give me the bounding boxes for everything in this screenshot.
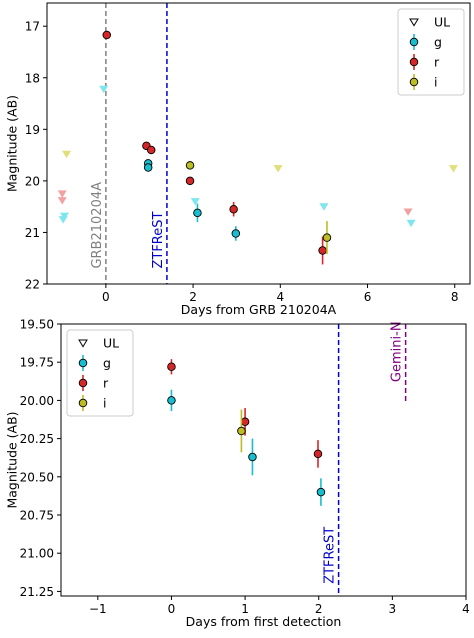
top-plot-frame — [46, 2, 471, 285]
x-tick-label: 6 — [364, 290, 372, 304]
x-tick-label: 3 — [389, 602, 397, 616]
y-tick-label: 22 — [25, 278, 40, 292]
upper-limit-i — [273, 165, 283, 173]
top-y-axis-label: Magnitude (AB) — [5, 95, 20, 192]
x-tick-label: 2 — [315, 602, 323, 616]
upper-limit-r — [403, 208, 413, 216]
vline-label: ZTFReST — [323, 527, 338, 584]
data-point-r — [185, 176, 195, 186]
x-tick-label: 0 — [168, 602, 176, 616]
y-tick-label: 20.25 — [20, 432, 54, 446]
legend-ul-marker — [409, 18, 419, 27]
y-tick-label: 19.50 — [20, 318, 54, 332]
top-axis-ticks: 0 2 4 6 8 17 18 19 20 21 22 — [25, 20, 459, 304]
x-tick-label: 0 — [102, 290, 110, 304]
bottom-x-axis-label: Days from first detection — [186, 614, 342, 629]
upper-limit-g — [99, 85, 109, 94]
bottom-legend: UL gri — [66, 329, 134, 417]
y-tick-label: 20.00 — [20, 394, 54, 408]
legend-label: UL — [434, 15, 450, 30]
y-tick-label: 20.75 — [20, 509, 54, 523]
data-point-r — [146, 145, 156, 155]
y-tick-label: 19 — [25, 123, 40, 137]
bottom-data-points — [167, 359, 326, 506]
bottom-axis-ticks: −1 0 1 2 3 4 19.50 19.75 20.00 20.25 20.50 20.75 21.… — [20, 318, 470, 617]
upper-limit-i — [448, 165, 458, 173]
y-tick-label: 21.25 — [20, 585, 54, 599]
y-tick-label: 20 — [25, 174, 40, 188]
bottom-plot-frame — [60, 323, 467, 597]
legend-ul-marker — [78, 339, 88, 348]
top-x-axis-label: Days from GRB 210204A — [181, 302, 337, 317]
x-tick-label: 2 — [189, 290, 197, 304]
data-point-i — [185, 161, 195, 170]
legend-label: i — [103, 396, 106, 411]
upper-limit-r — [57, 197, 67, 205]
x-tick-label: 4 — [462, 602, 470, 616]
upper-limit-g — [58, 216, 68, 224]
legend-marker-r — [78, 378, 88, 388]
y-tick-label: 21 — [25, 226, 40, 240]
legend-label: g — [103, 356, 111, 371]
data-point-g — [193, 208, 202, 218]
x-tick-label: −1 — [89, 602, 107, 616]
upper-limit-g — [406, 219, 416, 228]
legend-marker-g — [409, 37, 419, 47]
top-data-points — [102, 30, 332, 265]
legend-label: g — [434, 35, 442, 50]
x-tick-label: 8 — [451, 290, 459, 304]
data-point-r — [229, 204, 238, 214]
top-legend: UL gri — [397, 8, 465, 96]
top-upper-limits — [57, 85, 458, 228]
upper-limit-g — [190, 198, 200, 206]
data-point-g — [167, 396, 176, 405]
x-tick-label: 4 — [276, 290, 284, 304]
top-vertical-lines: GRB210204A ZTFReST — [90, 3, 168, 284]
y-tick-label: 21.00 — [20, 547, 54, 561]
bottom-vertical-lines: ZTFReST Gemini-N — [323, 321, 407, 596]
vline-label: ZTFReST — [151, 212, 166, 269]
upper-limit-r — [57, 190, 67, 198]
x-tick-label: 1 — [241, 602, 249, 616]
y-tick-label: 18 — [25, 71, 40, 85]
vline-label: Gemini-N — [390, 321, 405, 382]
data-point-r — [167, 362, 176, 372]
upper-limit-g — [319, 203, 329, 211]
legend-label: r — [434, 55, 440, 70]
y-tick-label: 19.75 — [20, 356, 54, 370]
data-point-g — [248, 452, 257, 462]
data-point-i — [237, 426, 246, 436]
bottom-y-axis-label: Magnitude (AB) — [5, 411, 20, 508]
y-tick-label: 20.50 — [20, 470, 54, 484]
data-point-r — [240, 417, 250, 427]
legend-marker-r — [409, 57, 419, 67]
legend-marker-g — [78, 358, 88, 368]
upper-limit-i — [62, 150, 72, 159]
y-tick-label: 17 — [25, 20, 40, 34]
legend-marker-i — [409, 77, 419, 87]
data-point-r — [313, 449, 323, 459]
legend-box — [66, 329, 134, 417]
data-point-r — [102, 30, 111, 40]
legend-label: UL — [103, 336, 119, 351]
legend-box — [397, 8, 465, 96]
legend-marker-i — [78, 398, 88, 408]
data-point-r — [318, 246, 327, 255]
data-point-g — [231, 229, 241, 238]
top-panel: GRB210204A ZTFReST 0 2 4 6 8 17 18 19 20 21 22 Days… — [5, 2, 471, 317]
data-point-g — [316, 487, 326, 497]
data-point-g — [143, 163, 153, 172]
bottom-panel: ZTFReST Gemini-N −1 0 1 2 3 4 19.50 19.75 20.00 20… — [5, 318, 470, 630]
legend-label: r — [103, 376, 109, 391]
legend-label: i — [434, 75, 437, 90]
data-point-i — [322, 233, 332, 242]
vline-label: GRB210204A — [90, 182, 105, 269]
